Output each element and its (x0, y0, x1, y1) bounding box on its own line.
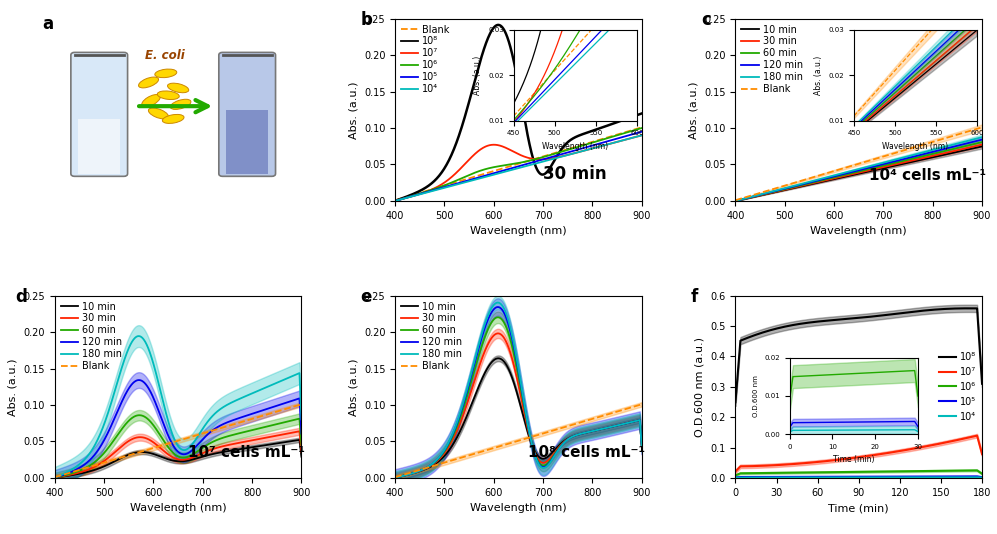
Legend: 10 min, 30 min, 60 min, 120 min, 180 min, Blank: 10 min, 30 min, 60 min, 120 min, 180 min… (60, 301, 124, 372)
Ellipse shape (155, 69, 176, 77)
Ellipse shape (167, 83, 188, 93)
FancyBboxPatch shape (218, 52, 275, 176)
Ellipse shape (158, 91, 179, 99)
Text: 30 min: 30 min (543, 164, 607, 183)
Bar (78, 119, 121, 174)
Ellipse shape (142, 95, 161, 107)
X-axis label: Time (min): Time (min) (829, 503, 889, 513)
Ellipse shape (149, 108, 168, 119)
Y-axis label: Abs. (a.u.): Abs. (a.u.) (8, 358, 18, 415)
Y-axis label: Abs. (a.u.): Abs. (a.u.) (348, 358, 358, 415)
Legend: 10⁸, 10⁷, 10⁶, 10⁵, 10⁴: 10⁸, 10⁷, 10⁶, 10⁵, 10⁴ (938, 351, 977, 422)
Text: a: a (43, 15, 54, 33)
X-axis label: Wavelength (nm): Wavelength (nm) (471, 503, 566, 513)
Text: E. coli: E. coli (145, 49, 184, 62)
Text: f: f (691, 288, 698, 307)
Text: b: b (361, 11, 373, 29)
Text: 10⁴ cells mL⁻¹: 10⁴ cells mL⁻¹ (868, 168, 986, 183)
Text: c: c (701, 11, 711, 29)
Legend: 10 min, 30 min, 60 min, 120 min, 180 min, Blank: 10 min, 30 min, 60 min, 120 min, 180 min… (400, 301, 464, 372)
Text: 10⁸ cells mL⁻¹: 10⁸ cells mL⁻¹ (528, 445, 645, 460)
Legend: Blank, 10⁸, 10⁷, 10⁶, 10⁵, 10⁴: Blank, 10⁸, 10⁷, 10⁶, 10⁵, 10⁴ (400, 23, 451, 95)
Legend: 10 min, 30 min, 60 min, 120 min, 180 min, Blank: 10 min, 30 min, 60 min, 120 min, 180 min… (741, 23, 804, 95)
X-axis label: Wavelength (nm): Wavelength (nm) (130, 503, 226, 513)
Y-axis label: Abs. (a.u.): Abs. (a.u.) (348, 81, 358, 138)
Ellipse shape (163, 114, 184, 123)
Ellipse shape (139, 77, 159, 88)
Y-axis label: O.D.600 nm (a.u.): O.D.600 nm (a.u.) (695, 337, 705, 437)
Ellipse shape (170, 99, 191, 109)
X-axis label: Wavelength (nm): Wavelength (nm) (811, 226, 907, 236)
Text: e: e (361, 288, 372, 307)
Bar (226, 110, 268, 174)
Text: d: d (15, 288, 27, 307)
Text: 10⁷ cells mL⁻¹: 10⁷ cells mL⁻¹ (188, 445, 305, 460)
FancyBboxPatch shape (71, 52, 128, 176)
Y-axis label: Abs. (a.u.): Abs. (a.u.) (689, 81, 699, 138)
X-axis label: Wavelength (nm): Wavelength (nm) (471, 226, 566, 236)
